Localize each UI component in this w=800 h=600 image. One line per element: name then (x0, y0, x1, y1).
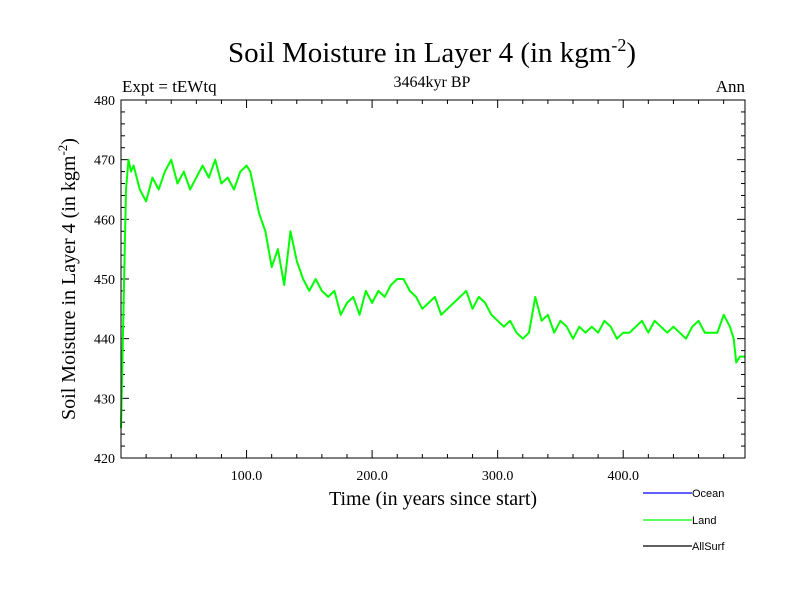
chart-title-superscript: -2 (611, 35, 626, 55)
series-line-land (120, 158, 745, 429)
x-tick-label: 200.0 (356, 469, 388, 484)
axis-ticks (121, 99, 745, 459)
series-layer (120, 158, 745, 429)
chart-title: Soil Moisture in Layer 4 (in kgm-2) (228, 35, 636, 69)
experiment-label: Expt = tEWtq (122, 77, 217, 96)
y-tick-label: 440 (94, 333, 115, 348)
x-tick-label: 400.0 (607, 469, 639, 484)
x-tick-label: 100.0 (231, 469, 263, 484)
y-tick-label: 420 (94, 452, 115, 467)
plot-frame (120, 99, 746, 459)
legend-label-land: Land (692, 515, 716, 527)
chart-title-end: ) (626, 37, 636, 69)
y-axis-label: Soil Moisture in Layer 4 (in kgm-2) (55, 138, 80, 420)
y-axis-label-superscript: -2 (55, 145, 70, 156)
y-tick-labels: 420 430 440 450 460 470 480 (94, 94, 115, 467)
y-tick-label: 470 (94, 154, 115, 169)
season-label: Ann (716, 77, 746, 96)
x-tick-label: 300.0 (482, 469, 514, 484)
chart-subtitle: 3464kyr BP (394, 74, 471, 91)
y-tick-label: 480 (94, 94, 115, 109)
legend: Ocean Land AllSurf (643, 488, 725, 553)
y-tick-label: 430 (94, 392, 115, 407)
y-axis-label-end: ) (58, 138, 80, 145)
legend-label-ocean: Ocean (692, 488, 724, 500)
y-tick-label: 450 (94, 273, 115, 288)
x-tick-labels: 100.0 200.0 300.0 400.0 (231, 469, 639, 484)
y-tick-label: 460 (94, 213, 115, 228)
legend-label-allsurf: AllSurf (692, 541, 725, 553)
x-axis-label: Time (in years since start) (329, 488, 537, 510)
